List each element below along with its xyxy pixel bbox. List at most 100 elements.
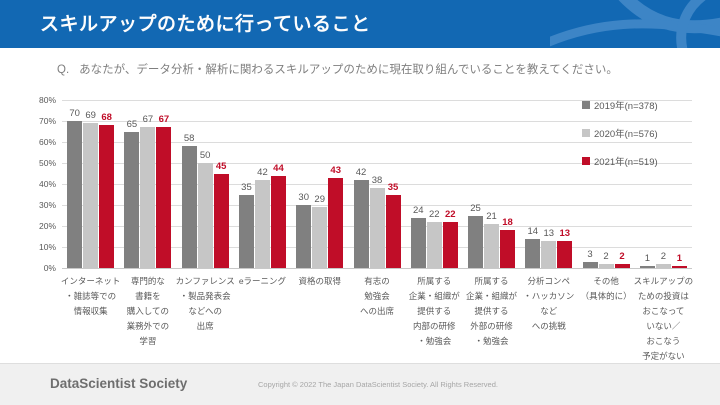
bar-value-label: 1 [676,252,682,264]
bar-value-label: 22 [444,208,456,220]
legend-item-2019: 2019年(n=378) [582,98,658,112]
bar-value-label: 13 [543,227,555,239]
bar-value-label: 22 [428,208,440,220]
bar [156,127,172,268]
bar [140,127,156,268]
bar-value-label: 24 [412,204,424,216]
y-axis-tick-label: 20% [38,221,56,231]
gridline [62,163,692,164]
category-label: 所属する 企業・組織が 提供する 外部の研修 ・勉強会 [466,276,518,346]
category-label: 専門的な 書籍を 購入しての 業務外での 学習 [126,276,170,346]
bar [197,163,213,268]
bar [312,207,328,268]
legend-label-2019: 2019年(n=378) [594,101,658,112]
bar-value-label: 2 [660,250,666,262]
question-prefix: Q. [57,64,70,76]
category-label: スキルアップの ための投資は おこなって いない／ おこなう 予定がない [633,276,694,361]
bar-value-label: 42 [355,166,367,178]
bar-value-label: 67 [142,114,154,126]
legend-label-2020: 2020年(n=576) [594,129,658,140]
question-text: あなたが、データ分析・解析に関わるスキルアップのために現在取り組んでいることを教… [79,64,618,76]
bar-value-label: 3 [587,248,593,260]
bar-value-label: 69 [85,110,96,122]
category-label: 分析コンペ ・ハッカソン など への挑戦 [523,276,575,331]
bar [369,188,385,268]
bar-value-label: 35 [387,181,399,193]
bar-value-label: 35 [241,181,252,193]
bar-value-label: 25 [470,202,481,214]
bar [254,179,270,268]
bar-value-label: 13 [559,227,571,239]
slide-header: スキルアップのために行っていること [0,0,720,48]
bar-value-label: 1 [644,252,650,264]
bar-value-label: 38 [371,175,383,187]
y-axis-tick-label: 10% [38,242,56,252]
bar-value-label: 44 [273,162,284,174]
chart-legend: 2019年(n=378) 2020年(n=576) 2021年(n=519) [582,98,658,182]
bar [238,194,254,268]
copyright-text: Copyright © 2022 The Japan DataScientist… [258,380,498,389]
bar-value-label: 2 [619,250,625,262]
y-axis-tick-label: 80% [38,95,56,105]
bar [500,230,516,268]
bar-value-label: 18 [502,217,513,229]
bar [328,177,344,268]
page-title: スキルアップのために行っていること [40,14,371,35]
bar [99,125,115,268]
legend-item-2020: 2020年(n=576) [582,126,658,140]
bar-value-label: 67 [158,114,170,126]
bar [67,121,83,268]
bar-value-label: 70 [69,108,80,119]
legend-swatch-2019-icon [582,101,590,109]
bar-value-label: 2 [603,250,609,262]
bar [484,223,500,268]
gridline [62,268,692,269]
gridline [62,121,692,122]
bar-value-label: 29 [314,194,325,206]
slide-footer: DataScientist Society Copyright © 2022 T… [0,363,720,405]
category-label: インターネット ・雑誌等での 情報収集 [60,276,121,316]
bar [410,217,426,268]
gridline [62,142,692,143]
bar [468,215,484,268]
category-label: 有志の 勉強会 への出席 [359,276,394,316]
bar [270,175,286,268]
bar [671,265,687,268]
bar [582,261,598,268]
bar-value-label: 42 [257,166,268,178]
bar [614,263,630,268]
legend-swatch-2020-icon [582,129,590,137]
y-axis-tick-label: 70% [38,116,56,126]
bar-value-label: 14 [527,225,539,237]
y-axis-tick-label: 60% [38,137,56,147]
bar [525,238,541,268]
gridline [62,184,692,185]
y-axis-tick-label: 30% [38,200,56,210]
y-axis-tick-label: 40% [38,179,56,189]
legend-item-2021: 2021年(n=519) [582,154,658,168]
bar [83,123,99,268]
bar-value-label: 45 [215,160,227,172]
bar [181,146,197,268]
bar-value-label: 68 [101,112,112,124]
bar [353,179,369,268]
bar [385,194,401,268]
globe-network-icon [550,0,720,48]
bar [541,240,557,268]
gridline [62,100,692,101]
bar [124,131,140,268]
question-line: Q. あなたが、データ分析・解析に関わるスキルアップのために現在取り組んでいること… [57,61,697,77]
bar [598,263,614,268]
bar [296,205,312,268]
category-label: その他 （具体的に） [580,276,632,301]
bar-value-label: 65 [126,118,138,130]
bar [213,173,229,268]
category-label: 所属する 企業・組織が 提供する 内部の研修 ・勉強会 [408,276,460,346]
y-axis-tick-label: 0% [43,263,56,273]
bar [655,263,671,268]
bar-value-label: 50 [199,150,211,161]
bar [442,221,458,268]
category-label: eラーニング [238,276,287,286]
